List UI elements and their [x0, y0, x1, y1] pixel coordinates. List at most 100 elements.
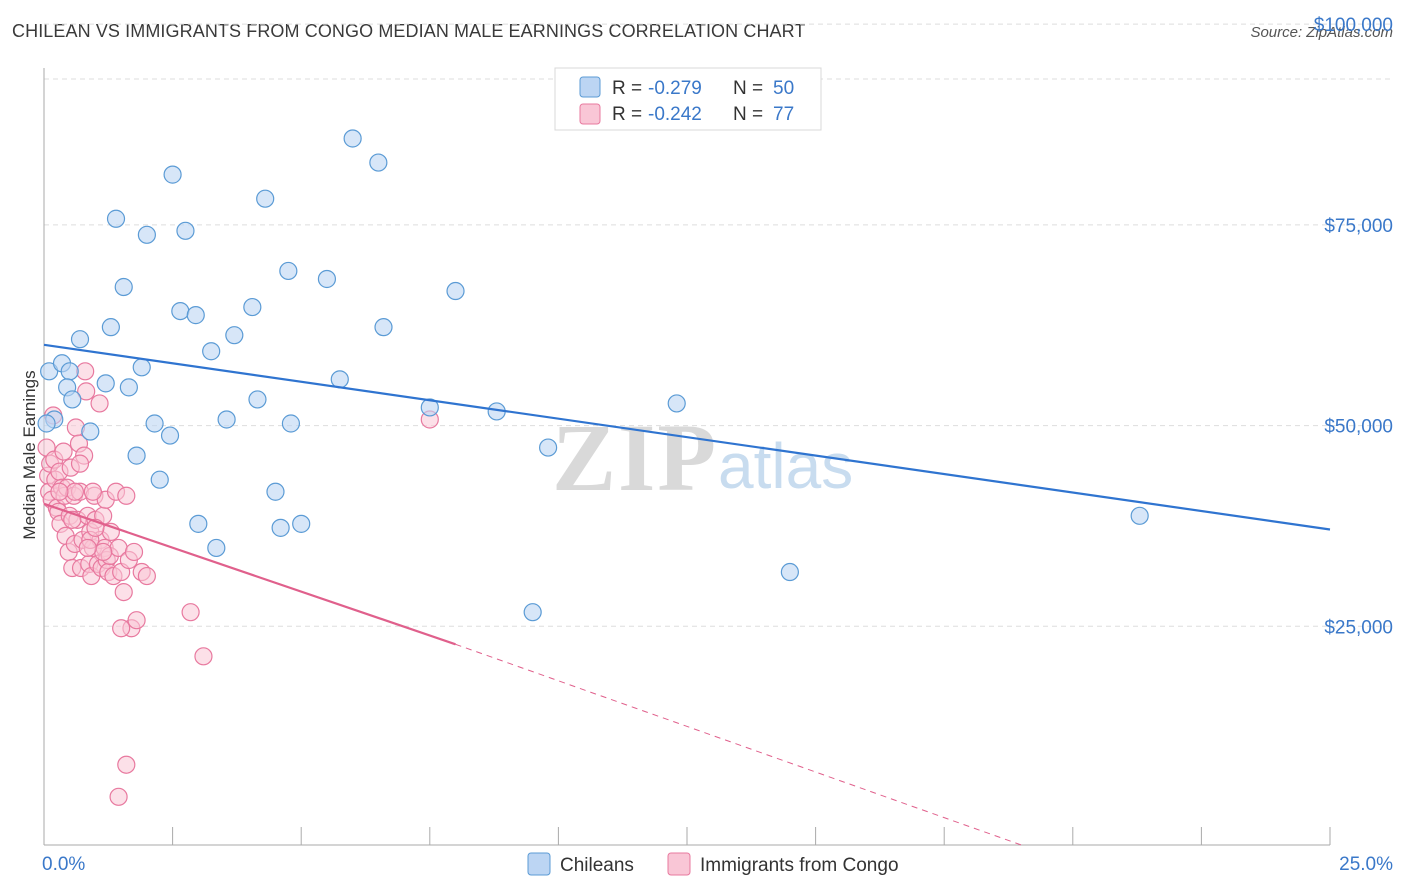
chilean-point [1130, 506, 1149, 525]
chilean-point [189, 514, 208, 533]
congo-point [112, 619, 131, 638]
x-ticks [43, 827, 1331, 845]
trend-lines [43, 343, 1331, 846]
congo-point [77, 382, 96, 401]
chilean-point [667, 394, 686, 413]
chilean-point [266, 482, 285, 501]
congo-point [65, 482, 84, 501]
chilean-point [256, 189, 275, 208]
chilean-point [60, 362, 79, 381]
legend-n-label-1: N = [733, 78, 763, 99]
chilean-point [539, 438, 558, 457]
chilean-point [343, 129, 362, 148]
congo-point [127, 611, 146, 630]
chilean-point [248, 390, 267, 409]
chilean-point [281, 414, 301, 433]
y-tick-labels: $25,000 $50,000 $75,000 $100,000 [1314, 15, 1393, 638]
congo-point [124, 542, 144, 562]
watermark-zip: ZIP [552, 404, 718, 511]
legend-swatch-pink [579, 103, 601, 125]
congo-point [70, 454, 90, 473]
bottom-legend-label-congo: Immigrants from Congo [700, 855, 899, 876]
chilean-point [96, 374, 115, 393]
chilean-point [132, 358, 151, 377]
congo-point [117, 755, 136, 774]
bottom-legend-swatch-chileans [527, 852, 551, 876]
chilean-point [186, 306, 205, 325]
chilean-point [780, 562, 799, 582]
chilean-point [217, 410, 236, 429]
chilean-point [374, 318, 393, 337]
chilean-point [63, 390, 82, 409]
chilean-point [114, 277, 133, 297]
watermark-atlas: atlas [718, 430, 853, 502]
congo-point [109, 787, 128, 806]
chilean-point [176, 221, 195, 240]
chilean-point [420, 398, 439, 417]
congo-point [78, 538, 97, 558]
bottom-legend-label-chileans: Chileans [560, 855, 634, 876]
congo-point [83, 482, 102, 501]
congo-point [94, 542, 113, 562]
congo-point [114, 582, 133, 602]
chilean-point [37, 414, 56, 433]
congo-point [50, 482, 69, 501]
legend-n-value-1: 50 [773, 78, 794, 99]
chilean-point [70, 330, 90, 349]
chilean-point [271, 518, 290, 537]
chilean-point [160, 426, 180, 445]
chilean-points [37, 129, 1149, 622]
chilean-point [330, 370, 349, 389]
legend-r-label-1: R = [612, 78, 642, 99]
chilean-point [137, 225, 156, 244]
congo-trend-line [43, 502, 456, 646]
chilean-point [119, 378, 138, 397]
chilean-point [207, 538, 226, 558]
chart-source: Source: ZipAtlas.com [1250, 24, 1393, 41]
chilean-point [163, 165, 182, 184]
legend-r-value-1: -0.279 [648, 78, 702, 99]
chilean-point [243, 297, 262, 317]
legend-r-value-2: -0.242 [648, 104, 702, 125]
chilean-point [369, 153, 388, 172]
y-tick-label: $50,000 [1324, 417, 1393, 438]
y-axis-title: Median Male Earnings [20, 370, 39, 539]
chilean-point [523, 603, 542, 622]
chilean-point [446, 281, 465, 301]
x-tick-label-min: 0.0% [42, 854, 85, 875]
chilean-point [150, 470, 169, 489]
chart-title: CHILEAN VS IMMIGRANTS FROM CONGO MEDIAN … [12, 21, 806, 41]
chilean-point [101, 318, 120, 337]
legend-n-label-2: N = [733, 104, 763, 125]
bottom-legend: Chileans Immigrants from Congo [527, 852, 899, 876]
congo-trend-extension [455, 643, 1022, 846]
chilean-point [202, 342, 221, 361]
congo-point [181, 603, 200, 622]
chilean-point [127, 446, 146, 465]
congo-point [137, 566, 156, 586]
chilean-point [292, 514, 311, 533]
chilean-point [145, 414, 164, 433]
y-tick-label: $75,000 [1324, 216, 1393, 237]
chilean-point [317, 269, 337, 289]
y-tick-label: $25,000 [1324, 617, 1393, 638]
legend-swatch-blue [579, 76, 601, 98]
chilean-point [81, 422, 100, 441]
chilean-point [279, 261, 298, 281]
chilean-point [40, 362, 59, 381]
legend-n-value-2: 77 [773, 104, 794, 125]
congo-point [76, 362, 95, 381]
congo-point [194, 647, 213, 666]
chilean-point [171, 302, 190, 321]
legend: R = -0.279 N = 50 R = -0.242 N = 77 [554, 67, 822, 131]
congo-point [90, 394, 109, 413]
y-tick-label: $100,000 [1314, 15, 1393, 36]
chilean-point [225, 326, 244, 345]
chilean-trend-line [43, 343, 1331, 531]
chilean-point [106, 209, 126, 228]
bottom-legend-swatch-congo [667, 852, 691, 876]
congo-point [117, 486, 136, 505]
congo-point [54, 442, 73, 461]
x-tick-label-max: 25.0% [1339, 854, 1393, 875]
